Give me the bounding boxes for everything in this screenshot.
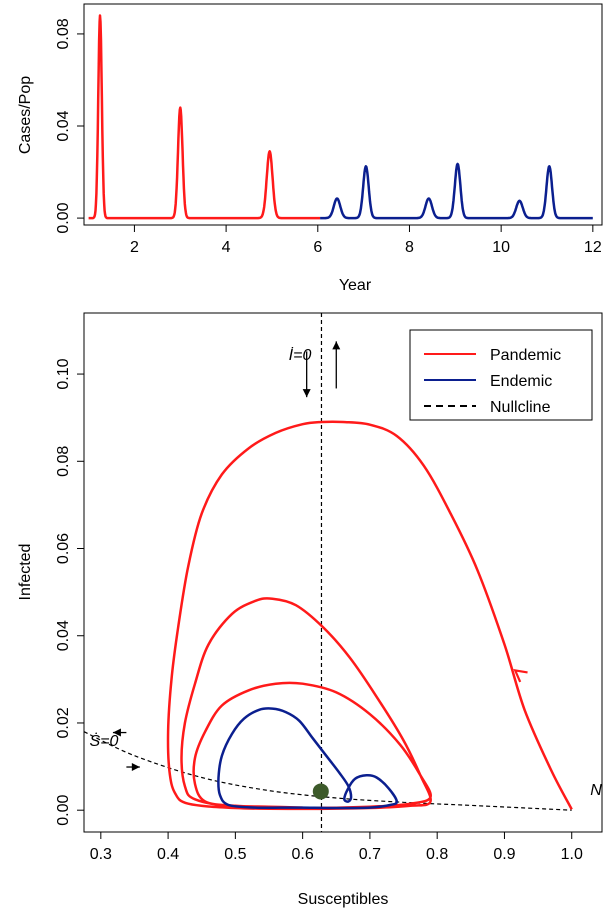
phase-x-tick-label: 0.9 — [493, 846, 515, 863]
pandemic-trajectory — [166, 420, 573, 811]
timeseries-y-tick-label: 0.08 — [55, 18, 72, 49]
endemic-trajectory — [217, 707, 399, 810]
timeseries-x-tick-label: 4 — [222, 239, 231, 256]
legend: Pandemic Endemic Nullcline — [409, 329, 593, 421]
flow-arrow-right — [126, 763, 140, 772]
flow-arrow-down — [302, 351, 311, 398]
phase-y-axis: 0.00 0.02 0.04 0.06 0.08 0.10 — [55, 358, 84, 826]
phase-plot-frame — [83, 312, 603, 833]
phase-plane-chart: 0.3 0.4 0.5 0.6 0.7 0.8 0.9 1.0 0.000.020.040.0… — [17, 312, 603, 908]
n-label: N — [590, 782, 602, 799]
phase-x-tick-label: 0.6 — [292, 846, 314, 863]
phase-x-tick-label: 0.3 — [90, 846, 112, 863]
phase-y-tick-label: 0.00 — [55, 795, 72, 826]
timeseries-y-label: Cases/Pop — [17, 76, 34, 154]
timeseries-series — [87, 14, 594, 220]
s-nullcline-label: Ṡ=0 — [90, 731, 119, 750]
timeseries-y-axis: 0.00 0.04 0.08 — [55, 18, 84, 234]
flow-arrow-left — [112, 728, 127, 737]
phase-y-tick-label: 0.04 — [55, 620, 72, 651]
timeseries-x-tick-label: 10 — [492, 239, 510, 256]
timeseries-y-tick-label: 0.00 — [55, 202, 72, 233]
phase-x-tick-label: 0.8 — [426, 846, 448, 863]
legend-label-endemic: Endemic — [490, 373, 552, 390]
phase-x-tick-label: 0.4 — [157, 846, 179, 863]
fixed-point-marker — [312, 783, 329, 800]
phase-y-tick-label: 0.08 — [55, 446, 72, 477]
timeseries-line-pandemic — [87, 14, 321, 220]
phase-x-axis: 0.3 0.4 0.5 0.6 0.7 0.8 0.9 1.0 — [90, 832, 583, 863]
flow-arrow-up — [332, 341, 341, 389]
timeseries-x-axis: 2 4 6 8 10 12 — [130, 225, 602, 256]
phase-x-label: Susceptibles — [298, 891, 389, 908]
phase-trajectories — [166, 420, 573, 811]
i-nullcline-label: İ=0 — [289, 345, 312, 364]
legend-label-nullcline: Nullcline — [490, 399, 551, 416]
phase-y-label: Infected — [17, 544, 34, 601]
timeseries-x-tick-label: 6 — [313, 239, 322, 256]
phase-x-tick-label: 0.5 — [224, 846, 246, 863]
timeseries-x-label: Year — [339, 277, 372, 294]
phase-x-tick-label: 1.0 — [561, 846, 583, 863]
phase-y-tick-label: 0.10 — [55, 358, 72, 389]
pandemic-direction-arrow — [513, 669, 528, 683]
timeseries-y-tick-label: 0.04 — [55, 110, 72, 141]
phase-nullclines — [83, 313, 572, 832]
timeseries-plot-frame — [83, 3, 603, 226]
timeseries-x-tick-label: 12 — [584, 239, 602, 256]
timeseries-chart: 2 4 6 8 10 12 0.00 0.04 0.08 Year Cases/Pop — [17, 3, 603, 294]
phase-y-tick-label: 0.02 — [55, 707, 72, 738]
phase-x-tick-label: 0.7 — [359, 846, 381, 863]
timeseries-line-endemic — [319, 162, 594, 220]
s-nullcline — [83, 731, 572, 811]
timeseries-x-tick-label: 8 — [405, 239, 414, 256]
timeseries-x-tick-label: 2 — [130, 239, 139, 256]
phase-flow-arrows — [112, 341, 341, 772]
phase-y-tick-label: 0.06 — [55, 533, 72, 564]
legend-label-pandemic: Pandemic — [490, 347, 561, 364]
